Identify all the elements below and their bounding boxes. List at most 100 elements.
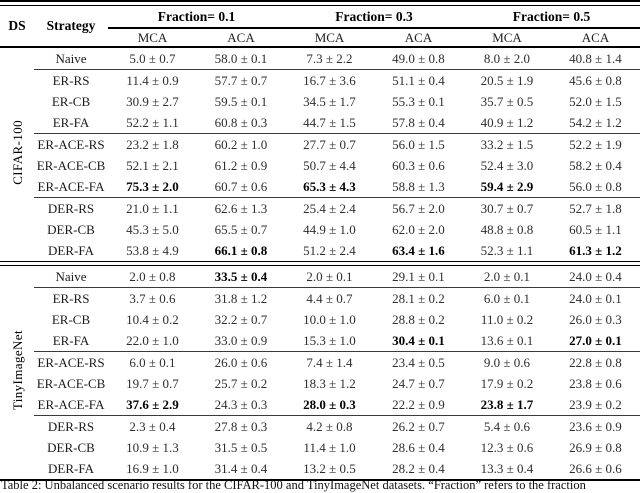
- value-cell: 52.2 ± 1.9: [569, 136, 622, 152]
- value-cell: 11.4 ± 1.0: [303, 439, 356, 455]
- header-row-metrics: MCA ACA MCA ACA MCA ACA: [0, 28, 640, 48]
- value-cell: 44.9 ± 1.0: [303, 221, 356, 237]
- value-cell: 59.4 ± 2.9: [463, 176, 551, 198]
- value-cell: 28.8 ± 0.2: [392, 311, 445, 327]
- value-cell: 52.2 ± 1.1: [108, 112, 197, 134]
- value-cell: 16.9 ± 1.0: [126, 460, 179, 476]
- value-cell: 58.0 ± 0.1: [197, 47, 285, 70]
- table-row: DER-RS 2.3 ± 0.4 27.8 ± 0.3 4.2 ± 0.8 26…: [0, 416, 640, 438]
- value-cell: 31.5 ± 0.5: [214, 439, 268, 455]
- value-cell: 23.2 ± 1.8: [126, 136, 179, 152]
- value-cell: 23.4 ± 0.5: [392, 354, 445, 370]
- value-cell: 61.2 ± 0.9: [214, 157, 268, 173]
- col-header-mca-2: MCA: [285, 28, 374, 48]
- strategy-cell: ER-CB: [51, 311, 91, 327]
- value-cell: 31.4 ± 0.4: [214, 460, 268, 476]
- value-cell: 13.2 ± 0.5: [303, 460, 356, 476]
- value-cell: 28.1 ± 0.2: [392, 290, 445, 306]
- table-header: DS Strategy Fraction= 0.1 Fraction= 0.3 …: [0, 6, 640, 48]
- table-row: ER-FA 52.2 ± 1.1 60.8 ± 0.3 44.7 ± 1.5 5…: [0, 112, 640, 134]
- results-table: DS Strategy Fraction= 0.1 Fraction= 0.3 …: [0, 6, 640, 481]
- value-cell: 10.0 ± 1.0: [303, 311, 356, 327]
- separator-cell: [0, 261, 640, 266]
- table-row: DER-CB 45.3 ± 5.0 65.5 ± 0.7 44.9 ± 1.0 …: [0, 219, 640, 240]
- value-cell: 63.4 ± 1.6: [392, 242, 445, 258]
- value-cell: 24.3 ± 0.3: [197, 394, 285, 416]
- value-cell: 33.2 ± 1.5: [480, 136, 534, 152]
- value-cell: 26.0 ± 0.6: [214, 354, 268, 370]
- strategy-cell: Naive: [34, 265, 108, 288]
- value-cell: 25.7 ± 0.2: [214, 375, 268, 391]
- col-header-aca-1: ACA: [197, 28, 285, 48]
- table-row: ER-CB 30.9 ± 2.7 59.5 ± 0.1 34.5 ± 1.7 5…: [0, 91, 640, 112]
- header-row-fractions: DS Strategy Fraction= 0.1 Fraction= 0.3 …: [0, 6, 640, 48]
- value-cell: 52.7 ± 1.8: [569, 200, 622, 216]
- strategy-cell: DER-RS: [47, 200, 95, 216]
- value-cell: 53.8 ± 4.9: [126, 242, 179, 258]
- value-cell: 2.3 ± 0.4: [129, 418, 176, 434]
- value-cell: 31.8 ± 1.2: [214, 290, 268, 306]
- group-tinyimagenet: TinyImageNet Naive 2.0 ± 0.8 33.5 ± 0.4 2…: [0, 265, 640, 481]
- value-cell: 60.3 ± 0.6: [392, 157, 445, 173]
- value-cell: 52.1 ± 2.1: [126, 157, 179, 173]
- value-cell: 56.7 ± 2.0: [392, 200, 445, 216]
- strategy-cell: ER-ACE-FA: [34, 394, 108, 416]
- table-row: ER-CB 10.4 ± 0.2 32.2 ± 0.7 10.0 ± 1.0 2…: [0, 309, 640, 330]
- value-cell: 4.4 ± 0.7: [306, 290, 353, 306]
- value-cell: 75.3 ± 2.0: [108, 176, 197, 198]
- value-cell: 6.0 ± 0.1: [129, 354, 176, 370]
- value-cell: 33.5 ± 0.4: [197, 265, 285, 288]
- value-cell: 28.2 ± 0.4: [392, 460, 445, 476]
- value-cell: 15.3 ± 1.0: [285, 330, 374, 352]
- table-caption: Table 2: Unbalanced scenario results for…: [1, 478, 586, 492]
- strategy-cell: ER-RS: [52, 290, 90, 306]
- value-cell: 66.1 ± 0.8: [214, 242, 268, 258]
- value-cell: 34.5 ± 1.7: [303, 93, 356, 109]
- value-cell: 13.6 ± 0.1: [463, 330, 551, 352]
- col-header-aca-3: ACA: [551, 28, 640, 48]
- value-cell: 21.0 ± 1.1: [126, 200, 179, 216]
- value-cell: 23.8 ± 1.7: [463, 394, 551, 416]
- value-cell: 27.8 ± 0.3: [214, 418, 268, 434]
- table-row: ER-ACE-RS 23.2 ± 1.8 60.2 ± 1.0 27.7 ± 0…: [0, 134, 640, 156]
- table-row: TinyImageNet Naive 2.0 ± 0.8 33.5 ± 0.4 2…: [0, 265, 640, 411]
- value-cell: 60.5 ± 1.1: [569, 221, 622, 237]
- value-cell: 30.7 ± 0.7: [480, 200, 534, 216]
- strategy-cell: ER-RS: [52, 72, 90, 88]
- value-cell: 24.0 ± 0.4: [551, 265, 640, 288]
- value-cell: 2.0 ± 0.1: [285, 265, 374, 288]
- value-cell: 49.0 ± 0.8: [374, 47, 463, 70]
- table-row: ER-ACE-CB 19.7 ± 0.7 25.7 ± 0.2 18.3 ± 1…: [0, 373, 640, 394]
- strategy-cell: DER-CB: [47, 221, 95, 237]
- value-cell: 11.0 ± 0.2: [480, 311, 534, 327]
- value-cell: 28.0 ± 0.3: [285, 394, 374, 416]
- value-cell: 61.3 ± 1.2: [569, 242, 622, 258]
- value-cell: 65.3 ± 4.3: [285, 176, 374, 198]
- value-cell: 23.9 ± 0.2: [551, 394, 640, 416]
- value-cell: 44.7 ± 1.5: [285, 112, 374, 134]
- value-cell: 62.6 ± 1.3: [214, 200, 268, 216]
- value-cell: 57.8 ± 0.4: [374, 112, 463, 134]
- value-cell: 65.5 ± 0.7: [214, 221, 268, 237]
- table-row: ER-ACE-FA 75.3 ± 2.0 60.7 ± 0.6 65.3 ± 4…: [0, 176, 640, 198]
- value-cell: 59.5 ± 0.1: [214, 93, 268, 109]
- value-cell: 30.4 ± 0.1: [374, 330, 463, 352]
- value-cell: 57.7 ± 0.7: [214, 72, 268, 88]
- value-cell: 28.6 ± 0.4: [392, 439, 445, 455]
- strategy-cell: DER-FA: [48, 460, 94, 476]
- strategy-cell: ER-ACE-RS: [37, 354, 105, 370]
- value-cell: 60.7 ± 0.6: [197, 176, 285, 198]
- dataset-label-text: CIFAR-100: [9, 120, 25, 185]
- value-cell: 37.6 ± 2.9: [108, 394, 197, 416]
- dataset-label: CIFAR-100: [0, 47, 34, 262]
- value-cell: 18.3 ± 1.2: [303, 375, 356, 391]
- value-cell: 29.1 ± 0.1: [374, 265, 463, 288]
- value-cell: 2.0 ± 0.8: [108, 265, 197, 288]
- value-cell: 50.7 ± 4.4: [303, 157, 356, 173]
- value-cell: 5.4 ± 0.6: [483, 418, 531, 434]
- value-cell: 27.0 ± 0.1: [551, 330, 640, 352]
- value-cell: 19.7 ± 0.7: [126, 375, 179, 391]
- col-header-mca-3: MCA: [463, 28, 551, 48]
- value-cell: 22.2 ± 0.9: [374, 394, 463, 416]
- value-cell: 20.5 ± 1.9: [480, 72, 534, 88]
